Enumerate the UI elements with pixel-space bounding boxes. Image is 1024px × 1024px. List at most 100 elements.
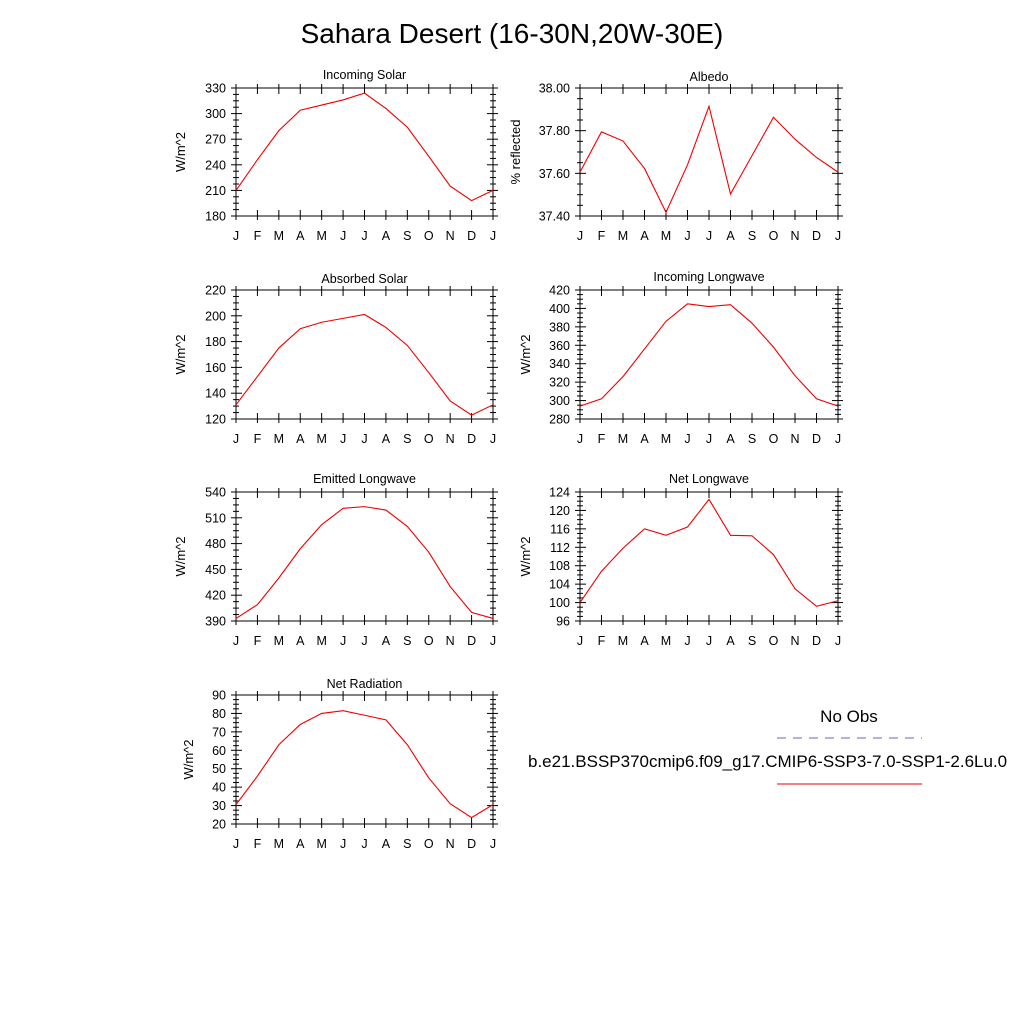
x-tick-label: J <box>233 837 239 851</box>
y-tick-label: 340 <box>549 357 570 371</box>
x-tick-label: J <box>340 634 346 648</box>
x-tick-label: J <box>340 229 346 243</box>
x-tick-label: F <box>598 432 606 446</box>
x-tick-label: A <box>296 837 305 851</box>
chart-title: Incoming Solar <box>323 68 406 82</box>
series-line <box>579 104 839 214</box>
x-tick-label: F <box>254 837 262 851</box>
chart-title: Emitted Longwave <box>313 472 416 486</box>
y-tick-label: 70 <box>212 725 226 739</box>
y-axis-label: W/m^2 <box>181 739 196 779</box>
chart-title: Albedo <box>690 70 729 84</box>
y-tick-label: 37.40 <box>539 210 570 224</box>
x-tick-label: A <box>382 634 391 648</box>
x-tick-label: M <box>274 634 284 648</box>
y-tick-label: 400 <box>549 302 570 316</box>
x-tick-label: D <box>812 229 821 243</box>
x-tick-label: J <box>490 432 496 446</box>
x-tick-label: J <box>684 229 690 243</box>
legend: No Obs b.e21.BSSP370cmip6.f09_g17.CMIP6-… <box>528 707 1007 785</box>
x-tick-label: M <box>274 229 284 243</box>
x-tick-label: D <box>467 229 476 243</box>
chart-title: Absorbed Solar <box>321 272 407 286</box>
series-line <box>235 710 494 819</box>
x-tick-label: S <box>748 229 756 243</box>
x-tick-label: O <box>424 432 434 446</box>
y-axis-label: W/m^2 <box>518 536 533 576</box>
x-tick-label: N <box>446 432 455 446</box>
x-tick-label: M <box>618 432 628 446</box>
x-tick-label: S <box>403 837 411 851</box>
series-line <box>579 303 839 407</box>
x-tick-label: J <box>684 634 690 648</box>
x-tick-label: J <box>835 432 841 446</box>
x-tick-label: M <box>316 229 326 243</box>
x-tick-label: N <box>446 229 455 243</box>
y-tick-label: 300 <box>549 394 570 408</box>
y-tick-label: 200 <box>205 309 226 323</box>
x-tick-label: J <box>361 432 367 446</box>
x-tick-label: S <box>748 432 756 446</box>
x-tick-label: F <box>254 634 262 648</box>
x-tick-label: S <box>403 229 411 243</box>
x-tick-label: O <box>769 634 779 648</box>
y-tick-label: 240 <box>205 158 226 172</box>
x-tick-label: M <box>274 432 284 446</box>
y-tick-label: 180 <box>205 210 226 224</box>
y-tick-label: 120 <box>205 413 226 427</box>
x-tick-label: O <box>769 229 779 243</box>
y-tick-label: 510 <box>205 511 226 525</box>
x-tick-label: F <box>254 229 262 243</box>
page-title: Sahara Desert (16-30N,20W-30E) <box>300 18 724 49</box>
y-tick-label: 450 <box>205 563 226 577</box>
plot-frame <box>235 694 494 825</box>
plot-frame <box>235 87 494 217</box>
x-tick-label: O <box>424 634 434 648</box>
x-tick-label: F <box>254 432 262 446</box>
x-tick-label: A <box>296 634 305 648</box>
y-tick-label: 80 <box>212 707 226 721</box>
y-tick-label: 360 <box>549 339 570 353</box>
x-tick-label: J <box>706 634 712 648</box>
x-tick-label: A <box>640 634 649 648</box>
chart-title: Net Radiation <box>327 677 403 691</box>
y-axis-label: % reflected <box>508 119 523 184</box>
x-tick-label: A <box>382 837 391 851</box>
plot-frame <box>235 491 494 622</box>
x-tick-label: O <box>424 837 434 851</box>
y-tick-label: 50 <box>212 762 226 776</box>
y-tick-label: 180 <box>205 335 226 349</box>
y-tick-label: 112 <box>550 541 570 555</box>
y-tick-label: 210 <box>205 184 226 198</box>
x-tick-label: D <box>467 837 476 851</box>
x-tick-label: A <box>382 229 391 243</box>
series-line <box>235 506 494 619</box>
x-tick-label: J <box>340 432 346 446</box>
x-tick-label: D <box>467 432 476 446</box>
y-tick-label: 480 <box>205 537 226 551</box>
x-tick-label: J <box>233 432 239 446</box>
y-tick-label: 108 <box>549 559 570 573</box>
y-tick-label: 420 <box>549 284 570 298</box>
x-tick-label: J <box>706 432 712 446</box>
x-tick-label: N <box>790 229 799 243</box>
y-tick-label: 37.80 <box>539 124 570 138</box>
x-tick-label: J <box>361 229 367 243</box>
x-tick-label: N <box>790 432 799 446</box>
y-tick-label: 124 <box>549 486 570 500</box>
plot-frame <box>579 491 839 622</box>
x-tick-label: M <box>661 432 671 446</box>
x-tick-label: A <box>726 432 735 446</box>
x-tick-label: A <box>726 229 735 243</box>
x-tick-label: N <box>446 837 455 851</box>
x-tick-label: A <box>296 432 305 446</box>
y-tick-label: 270 <box>205 133 226 147</box>
x-tick-label: M <box>618 229 628 243</box>
